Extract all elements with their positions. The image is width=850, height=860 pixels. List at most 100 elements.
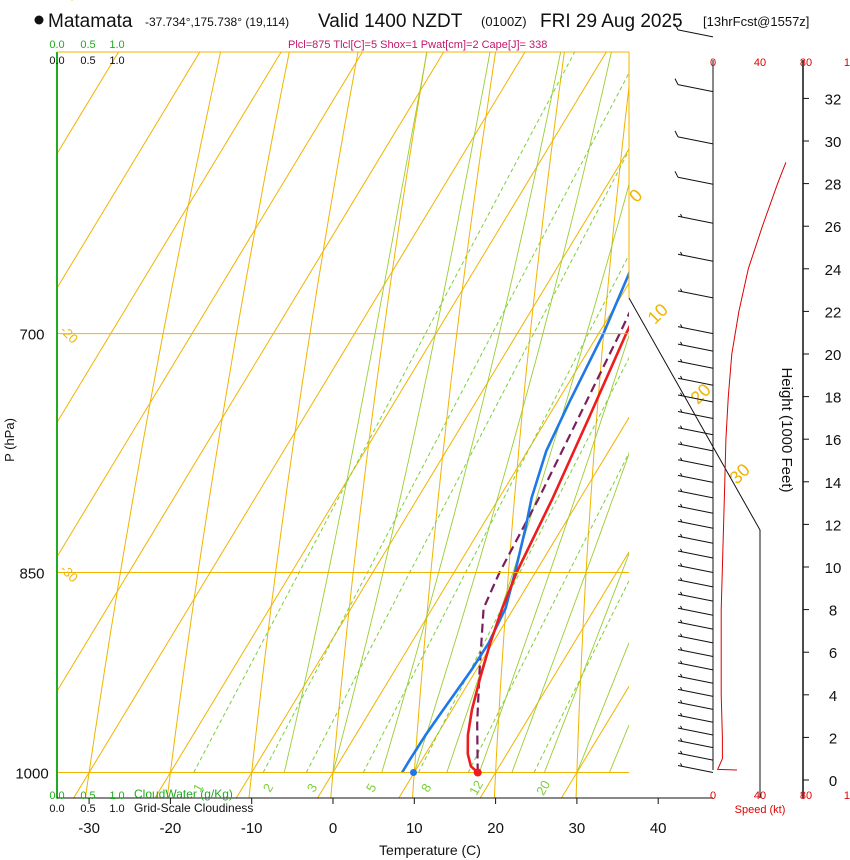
- surface-dewpoint-dot: [409, 769, 417, 776]
- height-tick-label-24: 24: [825, 262, 842, 279]
- wind-barb-810: [677, 503, 714, 514]
- cloud-water-tick-top-2: 1.0: [109, 39, 124, 51]
- wind-barb-575: [674, 78, 714, 93]
- speed-tick-top-0: 0: [710, 57, 716, 69]
- wind-barb-830: [677, 533, 714, 544]
- wind-barb-890: [677, 619, 714, 630]
- wind-barb-790: [677, 472, 714, 483]
- isotherm-label--10: -10: [57, 0, 81, 4]
- x-tick-label-0: 0: [329, 820, 337, 837]
- height-tick-label-14: 14: [825, 475, 842, 492]
- isotherm-10: [398, 416, 629, 798]
- height-tick-label-6: 6: [829, 645, 837, 662]
- wind-barb-930: [677, 673, 714, 684]
- isotherm-lines: [57, 0, 850, 833]
- isotherm-label--30: -30: [57, 561, 81, 585]
- wind-barb-960: [677, 712, 714, 723]
- mixing-ratio-label-20: 20: [533, 778, 553, 798]
- isotherm-50: [703, 0, 850, 833]
- wind-barb-860: [677, 577, 714, 588]
- mixing-ratio-lines: [193, 52, 629, 773]
- x-tick-label--10: -10: [241, 820, 263, 837]
- wind-barb-970: [677, 725, 714, 736]
- pressure-tick-1000: 1000: [15, 766, 48, 783]
- moist-adiabat-18: [478, 334, 629, 773]
- moist-adiabat-10: [413, 52, 612, 773]
- wind-barb-870: [677, 591, 714, 602]
- height-tick-label-22: 22: [825, 304, 842, 321]
- wind-barb-640: [677, 213, 714, 224]
- isotherm--50: [57, 52, 363, 558]
- wind-barb-900: [677, 633, 714, 644]
- cloud-water-tick-top-1: 0.5: [80, 39, 95, 51]
- wind-barb-910: [677, 647, 714, 657]
- height-tick-label-20: 20: [825, 347, 842, 364]
- wind-barb-720: [677, 358, 714, 369]
- dry-adiabat-30: [575, 82, 629, 798]
- isotherm--20: [154, 52, 607, 798]
- dry-adiabat-lines: [84, 0, 850, 833]
- speed-tick-top-2: 80: [800, 57, 812, 69]
- moist-adiabat-6: [381, 52, 562, 773]
- parcel-trace: [476, 311, 629, 773]
- speed-tick-bottom-0: 0: [710, 790, 716, 802]
- y-axis-label: P (hPa): [2, 418, 17, 462]
- sounding-profiles: [400, 270, 629, 774]
- height-tick-label-0: 0: [829, 773, 837, 790]
- isotherm-0: [316, 282, 629, 798]
- wind-barb-950: [677, 699, 714, 710]
- moist-adiabat-26: [543, 552, 629, 773]
- height-tick-label-30: 30: [825, 134, 842, 151]
- mixing-ratio-line-1: [193, 52, 576, 773]
- x-tick-label--20: -20: [160, 820, 182, 837]
- wind-barb-750: [677, 409, 714, 419]
- moist-adiabat--6: [283, 52, 428, 773]
- isotherm-label--20: -20: [57, 322, 81, 346]
- wind-barb-740: [677, 392, 714, 403]
- wind-barb-840: [677, 548, 714, 559]
- pressure-tick-850: 850: [19, 566, 44, 583]
- isotherm-40: [622, 0, 850, 833]
- cloud-water-tick-bottom-0: 0.0: [49, 790, 64, 802]
- mixing-ratio-line-3: [305, 149, 629, 773]
- mixing-ratio-label-2: 2: [260, 781, 277, 795]
- height-tick-label-26: 26: [825, 219, 842, 236]
- utc-label: (0100Z): [481, 14, 527, 29]
- height-tick-label-8: 8: [829, 603, 837, 620]
- x-tick-label-40: 40: [650, 820, 667, 837]
- isobar-lines: [57, 333, 629, 773]
- dry-adiabat-60: [819, 0, 850, 833]
- dry-adiabat-40: [658, 0, 850, 833]
- cloud-water-tick-bottom-2: 1.0: [109, 790, 124, 802]
- height-tick-label-16: 16: [825, 432, 842, 449]
- isotherm--60: [57, 52, 282, 424]
- speed-axis-label: Speed (kt): [735, 804, 786, 816]
- x-tick-label--30: -30: [78, 820, 100, 837]
- wind-barb-620: [674, 171, 714, 185]
- isotherm--10: [235, 147, 629, 798]
- x-axis-ticks: -30 -20 -10 0 10 20 30 40: [78, 798, 667, 837]
- wind-barb-770: [677, 441, 714, 452]
- dry-adiabat-10: [412, 52, 497, 798]
- cloudiness-tick-top-1: 0.5: [80, 55, 95, 67]
- wind-barb-980: [677, 738, 714, 749]
- mixing-ratio-label-3: 3: [304, 781, 321, 795]
- dry-adiabat--20: [166, 52, 290, 798]
- height-tick-label-2: 2: [829, 730, 837, 747]
- height-tick-label-28: 28: [825, 177, 842, 194]
- dry-adiabat--10: [248, 52, 359, 798]
- dry-adiabat-0: [330, 52, 428, 798]
- cloudiness-tick-top-0: 0.0: [49, 55, 64, 67]
- forecast-label: [13hrFcst@1557z]: [703, 14, 809, 29]
- wind-barb-760: [677, 425, 714, 436]
- x-tick-label-10: 10: [406, 820, 423, 837]
- cloud-water-label: CloudWater (g/Kg): [134, 787, 233, 801]
- cloud-water-tick-top-0: 0.0: [49, 39, 64, 51]
- cloudiness-label: Grid-Scale Cloudiness: [134, 801, 253, 815]
- date-label: FRI 29 Aug 2025: [540, 11, 683, 32]
- surface-temperature-dot: [473, 768, 482, 777]
- wind-barb-680: [677, 288, 714, 299]
- wind-barb-660: [677, 251, 714, 262]
